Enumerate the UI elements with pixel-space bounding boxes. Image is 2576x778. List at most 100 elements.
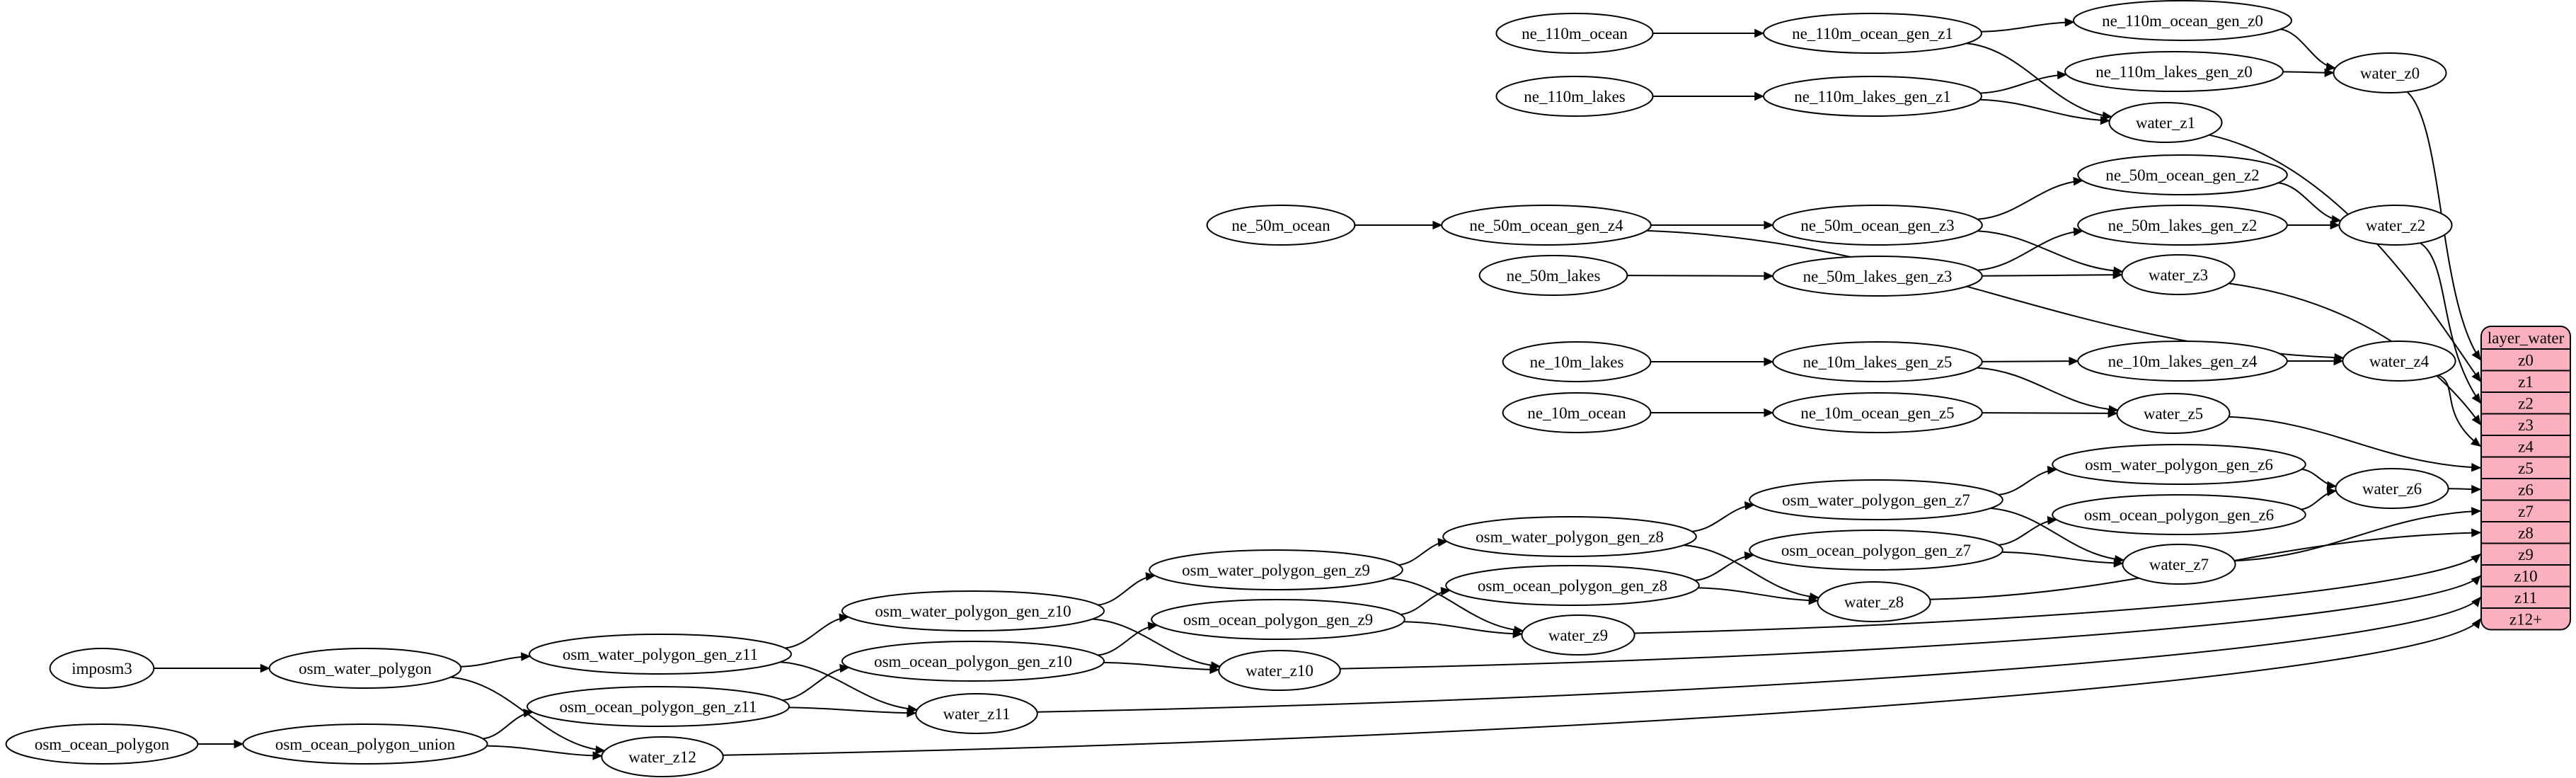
node-water_z3-label: water_z3 bbox=[2149, 266, 2208, 284]
node-water_z8: water_z8 bbox=[1817, 581, 1931, 622]
node-osm_ocean_polygon_gen_z10-shape bbox=[841, 641, 1105, 682]
node-ne_110m_ocean_gen_z0: ne_110m_ocean_gen_z0 bbox=[2073, 0, 2292, 41]
node-osm_ocean_polygon_gen_z10: osm_ocean_polygon_gen_z10 bbox=[841, 641, 1105, 682]
node-water_z2: water_z2 bbox=[2338, 205, 2453, 246]
node-ne_110m_ocean_gen_z1-shape bbox=[1763, 13, 1982, 54]
edge-water_z4-to-layer_water-z4 bbox=[2437, 374, 2481, 447]
node-ne_110m_ocean_gen_z1: ne_110m_ocean_gen_z1 bbox=[1763, 13, 1982, 54]
node-imposm3: imposm3 bbox=[49, 648, 155, 689]
node-ne_50m_lakes_gen_z3: ne_50m_lakes_gen_z3 bbox=[1772, 256, 1983, 297]
layer-water-table-title: layer_water bbox=[2488, 329, 2565, 347]
node-ne_50m_lakes_gen_z3-label: ne_50m_lakes_gen_z3 bbox=[1803, 268, 1953, 285]
node-ne_50m_ocean_gen_z4-label: ne_50m_ocean_gen_z4 bbox=[1469, 217, 1623, 234]
table-row-z5: z5 bbox=[2518, 459, 2534, 477]
node-water_z10-shape bbox=[1218, 650, 1341, 691]
node-ne_50m_lakes-shape bbox=[1478, 255, 1628, 296]
edge-osm_water_polygon-to-osm_water_polygon_gen_z11 bbox=[460, 652, 531, 668]
node-water_z5: water_z5 bbox=[2116, 393, 2231, 434]
node-ne_50m_ocean_gen_z3: ne_50m_ocean_gen_z3 bbox=[1772, 205, 1983, 246]
node-osm_ocean_polygon_gen_z7-label: osm_ocean_polygon_gen_z7 bbox=[1781, 542, 1971, 559]
edge-osm_ocean_polygon_gen_z10-to-water_z10 bbox=[1103, 661, 1220, 675]
node-osm_water_polygon_gen_z10: osm_water_polygon_gen_z10 bbox=[841, 590, 1105, 631]
node-osm_ocean_polygon_union: osm_ocean_polygon_union bbox=[242, 723, 488, 765]
edge-osm_ocean_polygon_gen_z9-to-water_z9 bbox=[1403, 621, 1523, 639]
node-water_z0-label: water_z0 bbox=[2360, 64, 2420, 82]
node-water_z6-label: water_z6 bbox=[2362, 480, 2422, 498]
node-ne_110m_lakes_gen_z1: ne_110m_lakes_gen_z1 bbox=[1763, 76, 1982, 117]
table-row-z11: z11 bbox=[2514, 589, 2537, 607]
node-osm_water_polygon-label: osm_water_polygon bbox=[299, 660, 432, 677]
edge-osm_ocean_polygon_gen_z8-to-water_z8 bbox=[1698, 587, 1819, 605]
node-water_z8-label: water_z8 bbox=[1844, 593, 1904, 611]
layer-water-table: layer_water z0 z1 z2 z3 z4 z5 z6 z7 z8 z9 z10 z11 z12… bbox=[2480, 326, 2571, 631]
edge-water_z3-to-layer_water-z3 bbox=[2229, 282, 2481, 425]
node-water_z9: water_z9 bbox=[1521, 614, 1635, 656]
node-osm_water_polygon_gen_z8: osm_water_polygon_gen_z8 bbox=[1442, 516, 1697, 557]
edge-osm_water_polygon_gen_z10-to-water_z10 bbox=[1092, 618, 1221, 670]
table-row-z2: z2 bbox=[2518, 394, 2534, 412]
edge-ne_110m_ocean_gen_z0-to-water_z0 bbox=[2280, 28, 2336, 71]
edge-water_z11-to-layer_water-z11 bbox=[1037, 596, 2481, 713]
edge-ne_50m_lakes_gen_z3-to-ne_50m_lakes_gen_z2 bbox=[1977, 227, 2083, 271]
node-osm_water_polygon_gen_z10-label: osm_water_polygon_gen_z10 bbox=[875, 602, 1071, 620]
edge-ne_50m_lakes-to-ne_50m_lakes_gen_z3 bbox=[1627, 271, 1774, 281]
edge-water_z10-to-layer_water-z10 bbox=[1340, 575, 2481, 670]
node-osm_ocean_polygon_gen_z11-shape bbox=[527, 686, 790, 727]
node-water_z4: water_z4 bbox=[2342, 341, 2456, 382]
node-osm_water_polygon_gen_z6: osm_water_polygon_gen_z6 bbox=[2052, 444, 2306, 485]
edge-ne_110m_ocean_gen_z1-to-water_z1 bbox=[1966, 42, 2112, 120]
node-ne_10m_ocean: ne_10m_ocean bbox=[1502, 392, 1652, 433]
node-ne_10m_lakes_gen_z4-label: ne_10m_lakes_gen_z4 bbox=[2108, 353, 2258, 370]
node-ne_110m_lakes_gen_z0-shape bbox=[2064, 51, 2284, 92]
node-osm_water_polygon_gen_z6-shape bbox=[2052, 444, 2306, 485]
node-osm_ocean_polygon_gen_z6-shape bbox=[2052, 494, 2306, 535]
node-osm_water_polygon_gen_z11-label: osm_water_polygon_gen_z11 bbox=[563, 646, 758, 663]
edge-ne_110m_lakes_gen_z0-to-water_z0 bbox=[2282, 68, 2335, 77]
node-osm_ocean_polygon_union-label: osm_ocean_polygon_union bbox=[275, 736, 456, 753]
node-water_z10-label: water_z10 bbox=[1246, 662, 1313, 680]
node-water_z12-label: water_z12 bbox=[628, 748, 696, 766]
node-water_z5-shape bbox=[2116, 393, 2231, 434]
node-water_z1-label: water_z1 bbox=[2136, 114, 2195, 132]
node-water_z5-label: water_z5 bbox=[2144, 405, 2203, 423]
node-osm_water_polygon_gen_z11: osm_water_polygon_gen_z11 bbox=[529, 634, 792, 675]
node-osm_ocean_polygon_gen_z7: osm_ocean_polygon_gen_z7 bbox=[1749, 530, 2003, 571]
edge-osm_water_polygon_gen_z8-to-water_z8 bbox=[1684, 544, 1820, 602]
edge-osm_ocean_polygon_gen_z11-to-osm_ocean_polygon_gen_z10 bbox=[782, 663, 850, 702]
edge-osm_water_polygon_gen_z6-to-water_z6 bbox=[2301, 468, 2338, 490]
edge-ne_110m_ocean_gen_z1-to-ne_110m_ocean_gen_z0 bbox=[1981, 18, 2075, 33]
edge-osm_water_polygon_gen_z10-to-osm_water_polygon_gen_z9 bbox=[1098, 572, 1156, 606]
node-ne_10m_lakes: ne_10m_lakes bbox=[1502, 341, 1652, 382]
edge-osm_water_polygon_gen_z11-to-osm_water_polygon_gen_z10 bbox=[785, 613, 849, 649]
node-osm_ocean_polygon_gen_z9-shape bbox=[1151, 599, 1405, 640]
node-imposm3-label: imposm3 bbox=[71, 660, 132, 677]
node-ne_110m_lakes_gen_z1-label: ne_110m_lakes_gen_z1 bbox=[1794, 88, 1950, 105]
node-water_z1: water_z1 bbox=[2108, 102, 2223, 143]
node-osm_water_polygon_gen_z8-label: osm_water_polygon_gen_z8 bbox=[1476, 528, 1664, 546]
node-ne_50m_ocean_gen_z2-shape bbox=[2077, 154, 2288, 195]
node-ne_10m_lakes-shape bbox=[1502, 341, 1652, 382]
edge-osm_ocean_polygon_gen_z10-to-osm_ocean_polygon_gen_z9 bbox=[1098, 622, 1158, 656]
node-water_z3: water_z3 bbox=[2121, 254, 2236, 295]
node-osm_water_polygon_gen_z7-shape bbox=[1749, 479, 2003, 520]
node-osm_ocean_polygon_gen_z9: osm_ocean_polygon_gen_z9 bbox=[1151, 599, 1405, 640]
node-ne_10m_ocean-label: ne_10m_ocean bbox=[1527, 404, 1626, 422]
node-ne_10m_ocean-shape bbox=[1502, 392, 1652, 433]
node-water_z12-shape bbox=[601, 736, 724, 777]
edge-osm_water_polygon_gen_z7-to-osm_water_polygon_gen_z6 bbox=[1998, 465, 2058, 496]
node-osm_water_polygon_gen_z9: osm_water_polygon_gen_z9 bbox=[1149, 549, 1403, 590]
node-water_z0-shape bbox=[2333, 52, 2447, 93]
node-osm_ocean_polygon: osm_ocean_polygon bbox=[5, 723, 199, 765]
node-water_z4-label: water_z4 bbox=[2369, 353, 2430, 370]
node-ne_110m_lakes_gen_z0-label: ne_110m_lakes_gen_z0 bbox=[2095, 63, 2252, 81]
node-osm_ocean_polygon_gen_z6-label: osm_ocean_polygon_gen_z6 bbox=[2084, 506, 2274, 524]
node-water_z10: water_z10 bbox=[1218, 650, 1341, 691]
node-water_z11-shape bbox=[915, 693, 1038, 734]
node-ne_50m_lakes_gen_z2-label: ne_50m_lakes_gen_z2 bbox=[2108, 217, 2258, 234]
node-ne_50m_ocean-label: ne_50m_ocean bbox=[1231, 217, 1330, 234]
node-ne_50m_lakes_gen_z3-shape bbox=[1772, 256, 1983, 297]
node-water_z7: water_z7 bbox=[2122, 544, 2236, 585]
edge-ne_10m_lakes_gen_z5-to-water_z5 bbox=[1977, 367, 2119, 414]
table-row-z6: z6 bbox=[2518, 481, 2534, 498]
node-water_z1-shape bbox=[2108, 102, 2223, 143]
